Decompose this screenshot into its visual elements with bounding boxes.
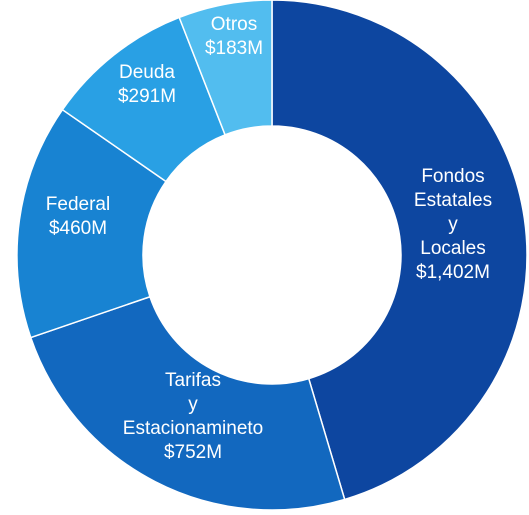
label-deuda-line-1: $291M bbox=[118, 86, 176, 107]
label-fondos: Fondos Estatales y Locales $1,402M bbox=[414, 166, 492, 283]
slices-group bbox=[16, 0, 528, 511]
label-otros-line-1: $183M bbox=[205, 38, 263, 59]
label-tarifas-line-1: y bbox=[188, 394, 198, 415]
label-fondos-line-0: Fondos bbox=[421, 166, 484, 187]
slice-fondos bbox=[271, 0, 528, 501]
label-deuda-line-0: Deuda bbox=[119, 62, 175, 83]
label-fondos-line-2: y bbox=[448, 214, 458, 235]
slice-federal bbox=[16, 108, 168, 339]
label-otros-line-0: Otros bbox=[211, 14, 257, 35]
label-tarifas-line-3: $752M bbox=[164, 442, 222, 463]
label-tarifas: Tarifas y Estacionamineto $752M bbox=[123, 370, 263, 463]
slice-otros bbox=[178, 0, 273, 136]
label-tarifas-line-0: Tarifas bbox=[165, 370, 221, 391]
label-fondos-line-1: Estatales bbox=[414, 190, 492, 211]
label-fondos-line-4: $1,402M bbox=[416, 262, 490, 283]
label-federal-line-1: $460M bbox=[49, 218, 107, 239]
label-federal: Federal $460M bbox=[46, 194, 110, 239]
labels-group: Fondos Estatales y Locales $1,402M Tarifas y Es… bbox=[46, 14, 492, 463]
label-tarifas-line-2: Estacionamineto bbox=[123, 418, 263, 439]
label-federal-line-0: Federal bbox=[46, 194, 110, 215]
slice-tarifas bbox=[29, 295, 346, 511]
label-otros: Otros $183M bbox=[205, 14, 263, 59]
label-deuda: Deuda $291M bbox=[118, 62, 176, 107]
label-fondos-line-3: Locales bbox=[420, 238, 486, 259]
